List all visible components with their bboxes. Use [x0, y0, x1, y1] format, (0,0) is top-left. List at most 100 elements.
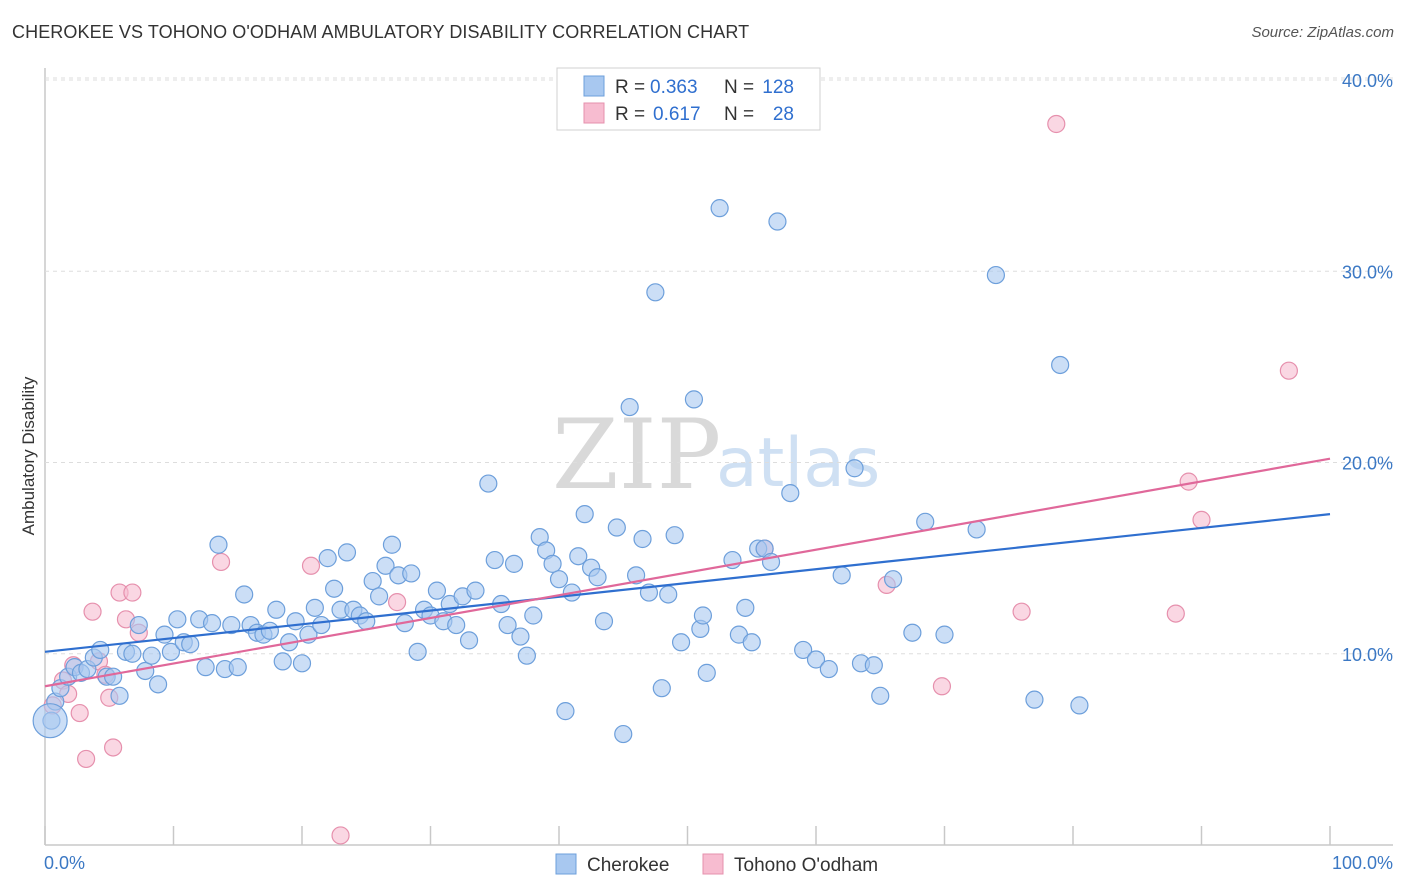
- cherokee-point: [693, 606, 713, 625]
- cherokee-point: [1070, 696, 1089, 715]
- y-tick-label: 10.0%: [1342, 645, 1393, 665]
- source-label: Source: ZipAtlas.com: [1251, 24, 1394, 41]
- cherokee-point: [633, 529, 652, 549]
- x-tick-label-max: 100.0%: [1332, 853, 1393, 873]
- y-tick-label: 20.0%: [1342, 454, 1393, 474]
- cherokee-point: [273, 652, 292, 671]
- cherokee-point: [614, 724, 633, 744]
- cherokee-point: [652, 679, 671, 698]
- trend-lines: [44, 457, 1331, 688]
- y-tick-label: 40.0%: [1342, 71, 1393, 91]
- cherokee-point: [684, 390, 704, 409]
- cherokee-point: [986, 265, 1006, 285]
- x-tick-marks: [44, 826, 1331, 845]
- cherokee-point: [781, 484, 800, 503]
- cherokee-point: [549, 570, 569, 589]
- cherokee-point: [620, 397, 639, 417]
- cherokee-point: [742, 633, 761, 652]
- cherokee-point: [485, 550, 504, 570]
- tohono-oodham-point: [70, 703, 89, 723]
- cherokee-point: [806, 650, 826, 669]
- bottom-legend-label-tohono: Tohono O'odham: [734, 855, 878, 876]
- cherokee-point: [161, 642, 181, 661]
- cherokee-point: [148, 675, 168, 694]
- cherokee-point: [967, 520, 986, 539]
- watermark-zip: ZIP: [552, 399, 721, 511]
- cherokee-point: [370, 587, 389, 606]
- cherokee-point: [318, 549, 337, 568]
- cherokee-point: [517, 646, 536, 665]
- cherokee-point: [819, 659, 838, 679]
- cherokee-point: [32, 703, 68, 739]
- cherokee-point: [222, 615, 241, 635]
- y-tick-labels: 10.0% 20.0% 30.0% 40.0%: [1342, 71, 1393, 665]
- cherokee-point: [646, 283, 665, 302]
- cherokee-point: [202, 614, 222, 633]
- cherokee-point: [286, 612, 305, 631]
- cherokee-point: [903, 623, 922, 642]
- cherokee-point: [408, 642, 427, 661]
- cherokee-point: [594, 612, 614, 631]
- cherokee-point: [671, 633, 691, 652]
- cherokee-point: [209, 535, 228, 554]
- cherokee-points: [32, 199, 1089, 744]
- tohono-oodham-point: [301, 556, 321, 575]
- legend-r-value-1: 0.363: [650, 77, 698, 98]
- cherokee-point: [129, 615, 148, 635]
- tohono-oodham-point: [1279, 361, 1298, 380]
- cherokee-point: [556, 702, 575, 721]
- cherokee-point: [524, 606, 543, 625]
- cherokee-point: [935, 625, 954, 644]
- tohono-oodham-point: [123, 583, 142, 602]
- cherokee-point: [110, 686, 129, 705]
- cherokee-point: [363, 571, 382, 591]
- tohono-oodham-point: [211, 552, 231, 572]
- cherokee-point: [196, 658, 215, 677]
- cherokee-point: [104, 667, 123, 686]
- cherokee-point: [794, 640, 813, 660]
- cherokee-point: [845, 459, 864, 478]
- cherokee-point: [916, 512, 935, 531]
- cherokee-point: [235, 585, 254, 604]
- cherokee-point: [447, 615, 466, 635]
- cherokee-point: [181, 635, 200, 654]
- cherokee-point: [575, 505, 594, 524]
- legend-r-value-2: 0.617: [653, 104, 701, 125]
- legend-r-label-1: R =: [615, 77, 645, 98]
- tohono-oodham-trend-line: [44, 457, 1331, 688]
- tohono-oodham-point: [331, 826, 350, 845]
- cherokee-point: [659, 585, 678, 604]
- cherokee-point: [459, 631, 479, 650]
- tohono-oodham-point: [1166, 604, 1185, 623]
- cherokee-point: [871, 686, 890, 705]
- cherokee-point: [665, 526, 684, 545]
- cherokee-point: [736, 598, 755, 617]
- tohono-oodham-point: [83, 602, 102, 621]
- cherokee-point: [1025, 690, 1044, 709]
- legend: R = 0.363 N = 128 R = 0.617 N = 28: [556, 67, 821, 131]
- tohono-oodham-point: [1047, 114, 1066, 134]
- cherokee-point: [357, 612, 376, 631]
- legend-n-label-1: N =: [724, 77, 754, 98]
- cherokee-point: [267, 600, 286, 619]
- tohono-oodham-point: [1012, 602, 1031, 621]
- cherokee-point: [292, 654, 312, 673]
- cherokee-point: [305, 598, 324, 617]
- x-tick-label-min: 0.0%: [44, 853, 85, 873]
- legend-r-label-2: R =: [615, 104, 645, 125]
- cherokee-point: [479, 474, 498, 493]
- bottom-legend-label-cherokee: Cherokee: [587, 855, 669, 876]
- cherokee-point: [136, 661, 155, 681]
- cherokee-point: [607, 518, 626, 537]
- cherokee-trend-line: [44, 513, 1331, 653]
- cherokee-point: [466, 581, 485, 600]
- cherokee-point: [402, 564, 421, 583]
- cherokee-point: [260, 621, 279, 640]
- cherokee-point: [168, 610, 187, 629]
- tohono-oodham-point: [387, 593, 407, 612]
- chart-title: CHEROKEE VS TOHONO O'ODHAM AMBULATORY DI…: [12, 22, 750, 42]
- tohono-oodham-point: [104, 738, 123, 757]
- cherokee-point: [768, 212, 787, 231]
- cherokee-point: [832, 566, 851, 585]
